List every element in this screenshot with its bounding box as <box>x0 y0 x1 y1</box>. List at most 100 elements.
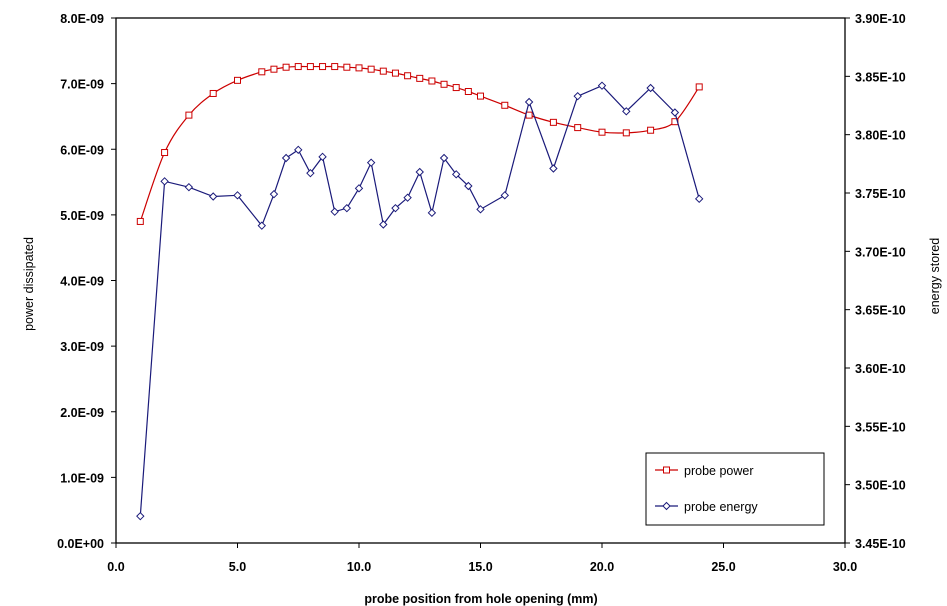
data-point <box>439 153 449 163</box>
data-point <box>355 64 363 72</box>
y-tick-label: 7.0E-09 <box>60 78 104 92</box>
data-point <box>440 80 448 88</box>
legend-marker <box>662 501 671 511</box>
left-y-axis-title: power dissipated <box>22 237 36 331</box>
y2-tick-label: 3.75E-10 <box>855 187 906 201</box>
legend-box <box>645 452 825 526</box>
data-point <box>257 221 267 230</box>
data-point <box>646 83 655 93</box>
data-point <box>366 158 376 167</box>
y2-tick-label: 3.60E-10 <box>855 362 906 376</box>
x-tick-label: 20.0 <box>590 560 614 574</box>
y-tick-label: 0.0E+00 <box>57 537 104 551</box>
y-tick-label: 6.0E-09 <box>60 143 104 157</box>
data-point <box>695 83 703 91</box>
data-point <box>342 203 352 213</box>
x-tick-label: 0.0 <box>107 560 124 574</box>
data-point <box>549 118 557 126</box>
data-point <box>427 208 437 218</box>
data-point <box>525 111 533 119</box>
data-point <box>208 192 218 201</box>
data-point <box>500 191 510 200</box>
data-point <box>464 88 472 95</box>
y2-tick-label: 3.70E-10 <box>855 245 906 259</box>
data-point <box>694 194 704 204</box>
data-point <box>477 92 484 100</box>
data-point <box>573 91 582 101</box>
data-point <box>281 153 291 163</box>
y2-tick-label: 3.50E-10 <box>855 479 906 493</box>
y2-tick-label: 3.45E-10 <box>855 537 906 551</box>
x-tick-label: 5.0 <box>229 560 246 574</box>
legend-item-probe-energy: probe energy <box>655 500 758 514</box>
series-probe-power <box>136 63 703 225</box>
data-point <box>270 65 278 73</box>
data-point <box>391 203 400 213</box>
legend-label: probe energy <box>684 500 758 514</box>
data-point <box>622 129 630 137</box>
data-point <box>294 63 302 71</box>
data-point <box>269 189 279 199</box>
data-point <box>549 164 558 173</box>
data-point <box>451 170 461 179</box>
y-tick-label: 8.0E-09 <box>60 12 104 26</box>
data-point <box>622 107 631 116</box>
data-point <box>476 205 485 214</box>
data-point <box>574 124 582 132</box>
data-point <box>524 97 534 107</box>
data-point <box>234 76 241 84</box>
legend: probe power probe energy <box>645 452 825 526</box>
data-point <box>258 68 266 76</box>
legend-label: probe power <box>684 464 754 478</box>
y2-tick-label: 3.55E-10 <box>855 420 906 434</box>
data-point <box>367 65 375 73</box>
y2-tick-label: 3.90E-10 <box>855 12 906 26</box>
x-tick-label: 15.0 <box>468 560 492 574</box>
data-point <box>306 63 314 71</box>
data-point <box>415 167 424 177</box>
left-y-axis: 0.0E+00 1.0E-09 2.0E-09 3.0E-09 4.0E-09 5.0E-… <box>57 12 116 551</box>
data-point <box>404 72 412 80</box>
data-point <box>343 63 351 71</box>
legend-marker <box>663 466 670 474</box>
data-point <box>403 193 412 202</box>
y-tick-label: 3.0E-09 <box>60 340 104 354</box>
data-point <box>184 182 194 192</box>
data-point <box>647 126 655 134</box>
x-tick-label: 25.0 <box>711 560 735 574</box>
data-point <box>428 77 436 85</box>
data-point <box>306 168 315 178</box>
data-point <box>209 89 217 97</box>
y-tick-label: 4.0E-09 <box>60 275 104 289</box>
data-point <box>319 63 327 71</box>
y-tick-label: 5.0E-09 <box>60 209 104 223</box>
y-tick-label: 1.0E-09 <box>60 471 104 485</box>
data-point <box>136 511 145 521</box>
data-point <box>597 81 607 90</box>
data-point <box>379 220 388 229</box>
data-point <box>331 63 339 71</box>
data-point <box>185 111 193 119</box>
data-point <box>452 84 460 92</box>
data-point <box>598 128 606 136</box>
x-tick-label: 10.0 <box>347 560 371 574</box>
x-tick-label: 30.0 <box>833 560 857 574</box>
data-point <box>416 74 424 82</box>
data-point <box>282 63 290 71</box>
x-axis-title: probe position from hole opening (mm) <box>364 592 597 606</box>
data-point <box>136 217 144 225</box>
data-point <box>294 145 303 155</box>
legend-swatch-marker <box>662 501 671 511</box>
y2-tick-label: 3.85E-10 <box>855 70 906 84</box>
y-tick-label: 2.0E-09 <box>60 406 104 420</box>
right-y-axis-title: energy stored <box>928 238 942 314</box>
data-point <box>233 191 242 200</box>
data-point <box>330 207 339 216</box>
y2-tick-label: 3.80E-10 <box>855 129 906 143</box>
y2-tick-label: 3.65E-10 <box>855 304 906 318</box>
legend-item-probe-power: probe power <box>655 464 754 478</box>
data-point <box>354 184 364 193</box>
data-point <box>318 152 327 162</box>
data-point <box>379 67 387 75</box>
x-axis: 0.0 5.0 10.0 15.0 20.0 25.0 30.0 <box>107 543 857 574</box>
